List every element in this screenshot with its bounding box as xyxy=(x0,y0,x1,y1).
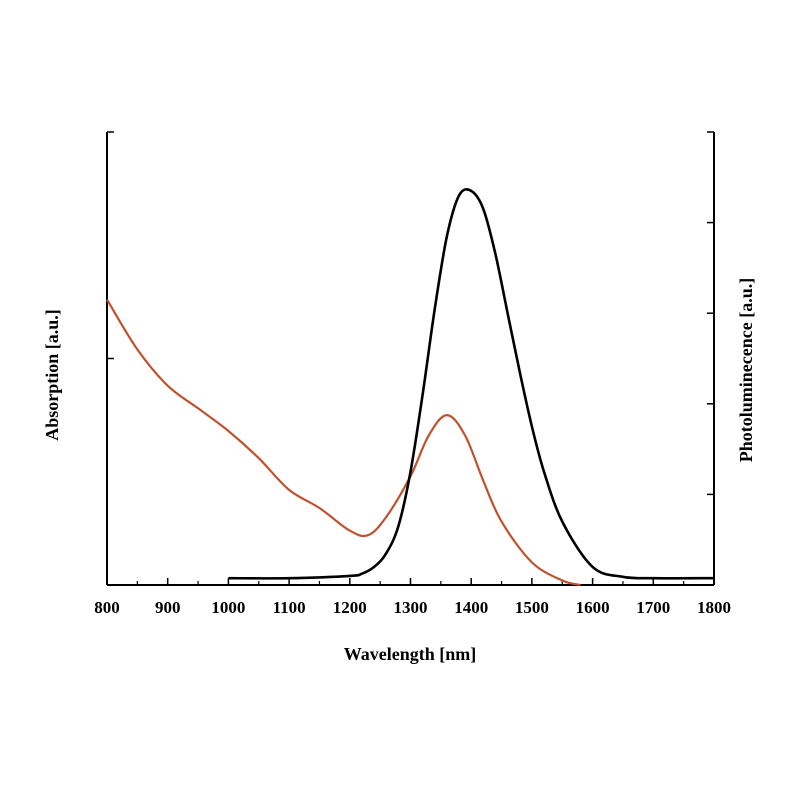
x-axis-title: Wavelength [nm] xyxy=(344,644,477,664)
axes: 800 900 1000 1100 1200 1300 1400 1500 1600 1700 18… xyxy=(94,131,731,617)
x-tick-label: 900 xyxy=(155,598,181,617)
y-axis-title-left: Absorption [a.u.] xyxy=(42,309,62,441)
y-axis-title-right: Photoluminecence [a.u.] xyxy=(736,278,756,462)
x-tick-label: 1300 xyxy=(394,598,428,617)
labels: Wavelength [nm] Absorption [a.u.] Photol… xyxy=(42,278,756,664)
curves xyxy=(106,188,715,587)
x-tick-label: 1800 xyxy=(697,598,731,617)
photoluminescence-curve xyxy=(228,188,715,580)
x-tick-label: 1700 xyxy=(636,598,670,617)
absorption-curve xyxy=(106,299,581,587)
x-tick-label: 1500 xyxy=(515,598,549,617)
x-tick-label: 1100 xyxy=(273,598,306,617)
x-tick-label: 1000 xyxy=(211,598,245,617)
x-tick-label: 1200 xyxy=(333,598,367,617)
x-tick-label: 1400 xyxy=(454,598,488,617)
x-tick-label: 800 xyxy=(94,598,120,617)
x-tick-label: 1600 xyxy=(576,598,610,617)
